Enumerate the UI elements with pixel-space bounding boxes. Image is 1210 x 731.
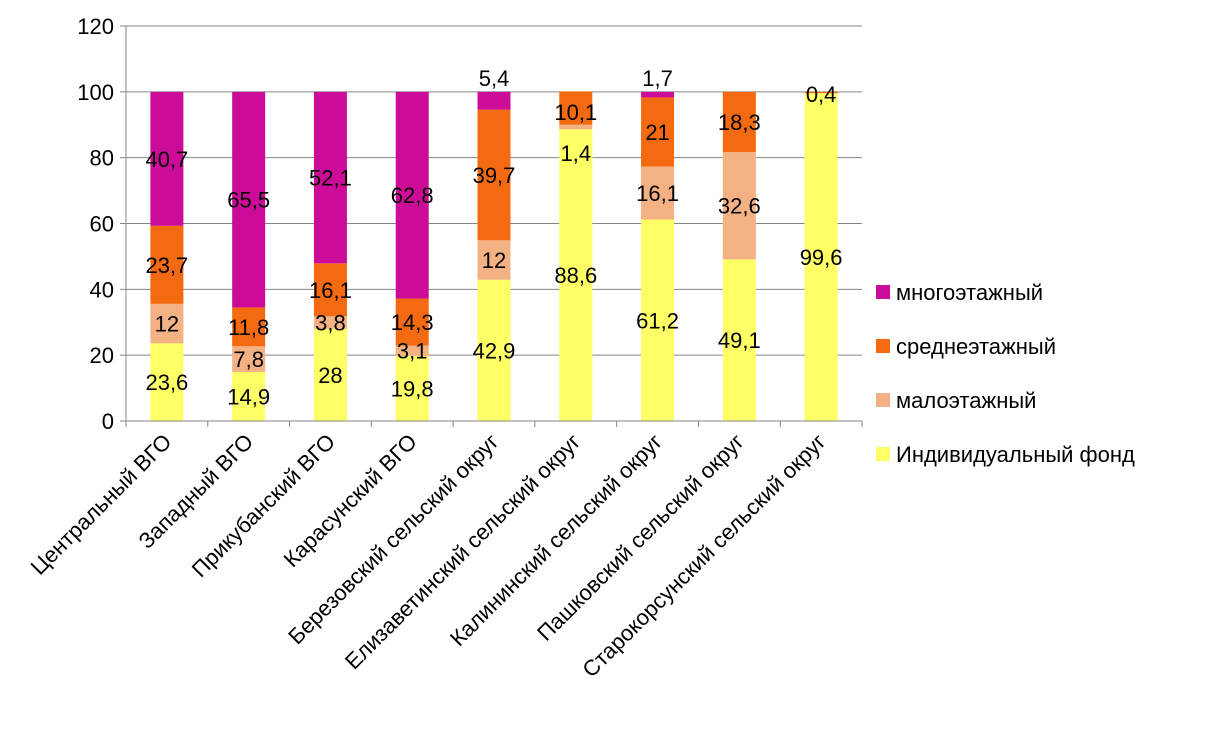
data-label: 12 (155, 312, 179, 337)
data-labels: 23,6 12 23,7 40,7 14,9 7,8 11,8 65,5 28 3,8 16,1 52… (145, 66, 842, 410)
data-label: 16,1 (309, 278, 352, 303)
data-label: 3,1 (397, 339, 428, 364)
bar-segment (395, 345, 429, 356)
bar-segment (559, 124, 593, 130)
legend-swatch (876, 393, 890, 407)
bar-segment (395, 355, 429, 421)
bar-segment (641, 97, 675, 167)
data-label: 49,1 (718, 328, 761, 353)
legend-label: среднеэтажный (896, 334, 1056, 359)
data-label: 65,5 (227, 188, 270, 213)
bar-segment (150, 91, 184, 226)
data-label: 14,3 (391, 310, 434, 335)
data-label: 61,2 (636, 308, 679, 333)
bar-segment (722, 259, 756, 421)
data-label: 88,6 (554, 263, 597, 288)
legend-label: многоэтажный (896, 280, 1043, 305)
bar-segment (232, 307, 266, 347)
bar-segment (641, 91, 675, 98)
data-label: 32,6 (718, 194, 761, 219)
data-label: 99,6 (800, 245, 843, 270)
bar-segment (232, 346, 266, 372)
legend-swatch (876, 447, 890, 461)
data-label: 14,9 (227, 384, 270, 409)
bar-segment (477, 91, 511, 110)
x-tick-label: Прикубанский ВГО (187, 429, 340, 582)
bar-segment (722, 91, 756, 153)
bar-segment (559, 91, 593, 125)
bar-segment (150, 343, 184, 421)
bar-segment (559, 129, 593, 421)
data-label: 52,1 (309, 166, 352, 191)
data-label: 0,4 (806, 82, 837, 107)
bar-segment (641, 166, 675, 220)
bar-segment (150, 303, 184, 344)
bar-segment (477, 109, 511, 241)
data-label: 40,7 (145, 147, 188, 172)
bar-segment (232, 371, 266, 421)
y-tick-label: 80 (90, 146, 114, 171)
bar-segment (804, 93, 838, 422)
x-tick-label: Центральный ВГО (26, 429, 177, 580)
legend-label: Индивидуальный фонд (896, 442, 1135, 467)
bars (150, 91, 838, 422)
data-label: 3,8 (315, 311, 346, 336)
bar-segment (313, 263, 347, 317)
y-tick-label: 0 (102, 409, 114, 434)
bar-segment (232, 91, 266, 308)
bar-segment (477, 279, 511, 421)
bar-segment (313, 316, 347, 329)
data-label: 11,8 (228, 315, 269, 340)
bar-segment (150, 225, 184, 304)
data-label: 39,7 (473, 163, 516, 188)
y-tick-label: 60 (90, 212, 114, 237)
y-tick-label: 120 (77, 14, 114, 39)
bar-segment (395, 91, 429, 299)
legend-label: малоэтажный (896, 388, 1036, 413)
data-label: 19,8 (391, 376, 434, 401)
bar-segment (641, 219, 675, 421)
data-label: 12 (482, 248, 506, 273)
data-label: 1,4 (560, 141, 591, 166)
data-label: 62,8 (391, 183, 434, 208)
bar-segment (804, 91, 838, 94)
bar-segment (477, 240, 511, 280)
bar-segment (722, 152, 756, 260)
data-label: 23,7 (145, 253, 188, 278)
y-tick-label: 100 (77, 80, 114, 105)
data-label: 23,6 (145, 370, 188, 395)
bar-segment (313, 91, 347, 264)
legend-swatch (876, 339, 890, 353)
data-label: 7,8 (233, 347, 264, 372)
legend-swatch (876, 285, 890, 299)
y-tick-label: 40 (90, 277, 114, 302)
data-label: 42,9 (473, 338, 516, 363)
legend: многоэтажный среднеэтажный малоэтажный Инди… (876, 280, 1135, 467)
bar-segment (313, 328, 347, 421)
data-label: 18,3 (718, 110, 761, 135)
data-label: 21 (645, 120, 669, 145)
y-tick-label: 20 (90, 343, 114, 368)
data-label: 5,4 (479, 66, 510, 91)
bar-segment (395, 298, 429, 346)
data-label: 1,7 (642, 66, 673, 91)
data-label: 28 (318, 363, 342, 388)
data-label: 10,1 (554, 100, 597, 125)
data-label: 16,1 (636, 181, 679, 206)
